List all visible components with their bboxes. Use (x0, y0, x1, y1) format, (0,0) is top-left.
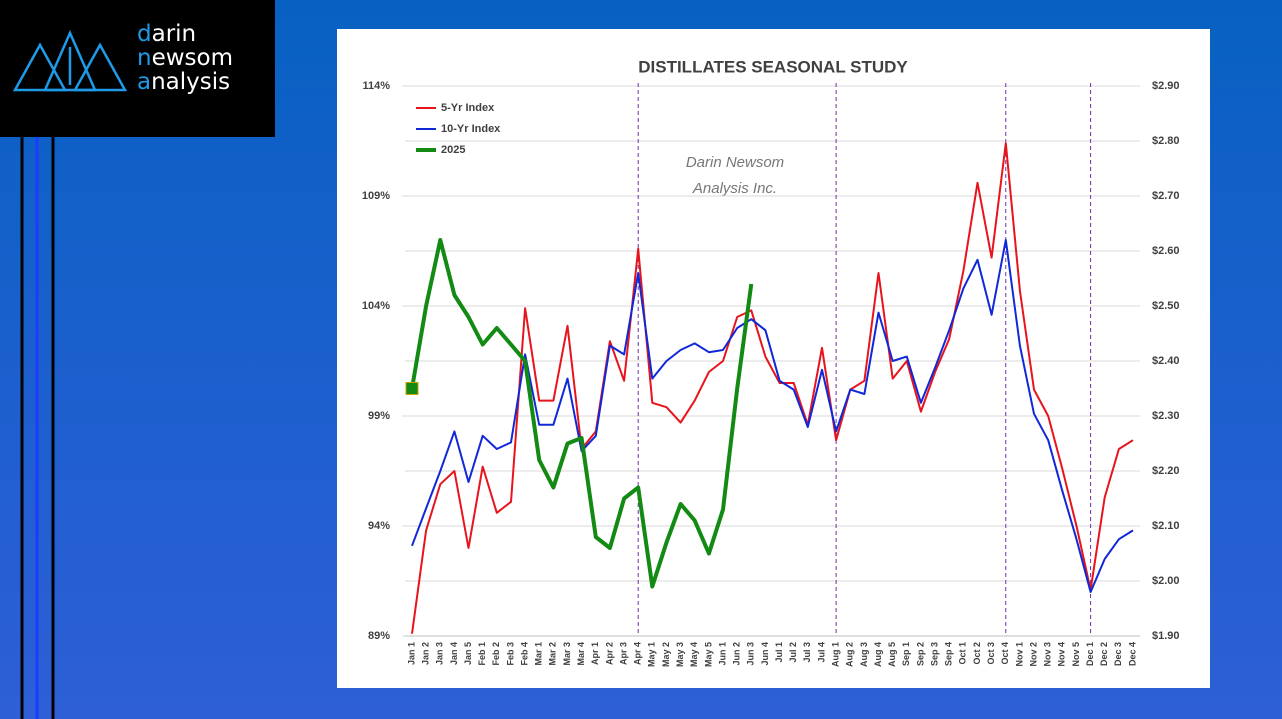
x-tick-label: Oct 3 (986, 642, 996, 665)
x-tick-label: Feb 4 (519, 642, 529, 666)
x-tick-label: Mar 4 (576, 642, 586, 666)
x-tick-label: May 2 (661, 642, 671, 667)
x-tick-label: Aug 4 (873, 642, 883, 667)
x-tick-label: Jan 3 (435, 642, 445, 665)
start-marker (405, 382, 419, 395)
x-tick-label: Mar 3 (562, 642, 572, 666)
watermark: Darin Newsom (686, 154, 784, 171)
x-tick-label: Oct 2 (972, 642, 982, 665)
x-tick-label: May 4 (689, 642, 699, 667)
x-tick-label: Sep 1 (901, 642, 911, 666)
x-tick-label: Dec 3 (1113, 642, 1123, 666)
y-tick-label: 104% (362, 300, 390, 312)
x-tick-label: Feb 3 (505, 642, 515, 666)
x-tick-label: Nov 1 (1014, 642, 1024, 667)
y-tick-label: 99% (368, 410, 390, 422)
watermark: Analysis Inc. (692, 180, 777, 197)
y-tick-label: 94% (368, 520, 390, 532)
logo-word: darin (137, 21, 197, 47)
y2-tick-label: $2.30 (1152, 410, 1180, 422)
x-tick-label: Mar 2 (548, 642, 558, 666)
series-line (410, 238, 754, 589)
x-tick-label: Apr 1 (590, 642, 600, 665)
x-tick-label: May 3 (675, 642, 685, 667)
x-tick-label: Oct 4 (1000, 642, 1010, 665)
x-tick-label: Aug 1 (830, 642, 840, 667)
y-tick-label: 109% (362, 190, 390, 202)
x-tick-label: Nov 3 (1043, 642, 1053, 667)
y2-tick-label: $2.00 (1152, 575, 1180, 587)
x-tick-label: Jun 4 (760, 642, 770, 666)
x-tick-label: Nov 5 (1071, 642, 1081, 667)
x-tick-label: Apr 3 (618, 642, 628, 665)
y2-tick-label: $2.70 (1152, 190, 1180, 202)
y2-tick-label: $2.20 (1152, 465, 1180, 477)
legend-label: 2025 (441, 144, 465, 156)
y2-tick-label: $2.60 (1152, 245, 1180, 257)
x-tick-label: May 5 (703, 642, 713, 667)
x-tick-label: Sep 2 (915, 642, 925, 666)
x-tick-label: Jun 2 (732, 642, 742, 666)
x-tick-label: Dec 4 (1127, 642, 1137, 666)
x-tick-label: Sep 3 (929, 642, 939, 666)
y2-tick-label: $2.50 (1152, 300, 1180, 312)
logo-word: analysis (137, 69, 231, 95)
x-tick-label: Jan 4 (449, 642, 459, 665)
x-tick-label: Apr 2 (604, 642, 614, 665)
x-tick-label: Dec 1 (1085, 642, 1095, 666)
y2-tick-label: $2.10 (1152, 520, 1180, 532)
series-line (411, 239, 1134, 593)
x-tick-label: Jul 2 (788, 642, 798, 663)
y-tick-label: 89% (368, 630, 390, 642)
x-tick-label: Aug 5 (887, 642, 897, 667)
x-tick-label: Dec 2 (1099, 642, 1109, 666)
y-tick-label: 114% (362, 80, 390, 92)
y2-tick-label: $2.90 (1152, 80, 1180, 92)
x-tick-label: Jun 1 (717, 642, 727, 666)
x-tick-label: Nov 4 (1057, 642, 1067, 667)
x-tick-label: Jul 3 (802, 642, 812, 663)
y2-tick-label: $2.80 (1152, 135, 1180, 147)
y2-tick-label: $1.90 (1152, 630, 1180, 642)
logo-word: newsom (137, 45, 233, 71)
x-tick-label: Jan 2 (421, 642, 431, 665)
x-tick-label: May 1 (647, 642, 657, 667)
y2-tick-label: $2.40 (1152, 355, 1180, 367)
x-tick-label: Jul 1 (774, 642, 784, 663)
x-tick-label: Jul 4 (816, 642, 826, 663)
x-tick-label: Nov 2 (1028, 642, 1038, 667)
legend-label: 5-Yr Index (441, 102, 495, 114)
logo-text: darin newsom analysis (137, 22, 233, 94)
logo: darin newsom analysis (0, 0, 275, 137)
x-tick-label: Aug 2 (845, 642, 855, 667)
x-tick-label: Jan 5 (463, 642, 473, 665)
legend-label: 10-Yr Index (441, 123, 501, 135)
x-tick-label: Mar 1 (534, 642, 544, 666)
x-tick-label: Feb 2 (491, 642, 501, 666)
series-line (411, 142, 1134, 634)
x-tick-label: Oct 1 (958, 642, 968, 665)
x-tick-label: Jun 3 (746, 642, 756, 666)
x-tick-label: Jan 1 (406, 642, 416, 665)
x-tick-label: Aug 3 (859, 642, 869, 667)
x-tick-label: Apr 4 (633, 642, 643, 665)
x-tick-label: Feb 1 (477, 642, 487, 666)
x-tick-label: Sep 4 (944, 642, 954, 666)
logo-icon (12, 29, 128, 92)
chart-title: DISTILLATES SEASONAL STUDY (638, 57, 908, 76)
